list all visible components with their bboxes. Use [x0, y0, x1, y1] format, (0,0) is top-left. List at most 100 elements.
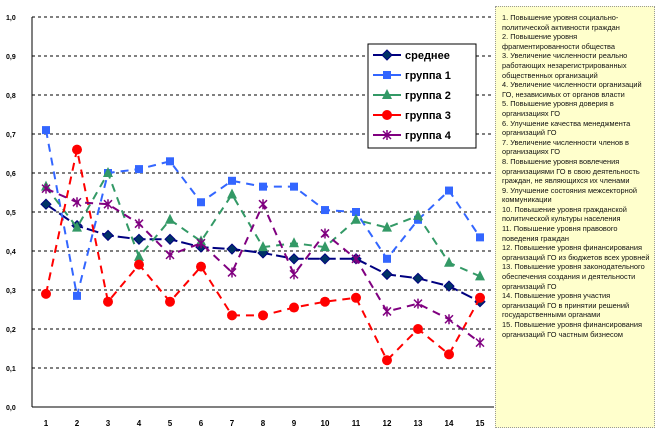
data-point [319, 253, 331, 265]
data-point [227, 267, 237, 278]
x-tick-label: 9 [292, 419, 297, 428]
data-point [352, 208, 360, 216]
legend-marker [383, 71, 391, 79]
y-tick-label: 0,4 [6, 249, 16, 256]
data-point [165, 213, 175, 224]
note-item: 11. Повышение уровня правового поведения… [502, 224, 618, 243]
x-tick-label: 5 [168, 419, 173, 428]
note-item: 12. Повышение уровня финансирования орга… [502, 243, 650, 262]
data-point [476, 233, 484, 242]
data-point [41, 183, 51, 194]
legend-marker [382, 130, 392, 140]
note-item: 2. Повышение уровня фрагментированности … [502, 32, 615, 51]
legend-marker [382, 110, 392, 120]
data-point [289, 237, 299, 248]
legend-label: группа 4 [405, 130, 452, 142]
x-tick-label: 10 [321, 419, 330, 428]
data-point [166, 157, 174, 166]
data-point [228, 176, 236, 185]
note-item: 8. Повышение уровня вовлечения организац… [502, 156, 640, 186]
data-point [289, 269, 299, 280]
data-point [73, 291, 81, 300]
series-5 [41, 183, 485, 348]
legend-label: группа 1 [405, 70, 451, 82]
data-point [475, 292, 485, 303]
x-tick-label: 8 [261, 419, 266, 428]
x-tick-label: 14 [445, 419, 454, 428]
data-point [227, 310, 237, 321]
note-item: 5. Повышение уровня доверия в организаци… [502, 99, 614, 118]
data-point [413, 298, 423, 309]
legend-marker [382, 89, 392, 99]
data-point [258, 241, 268, 252]
data-point [351, 213, 361, 224]
data-point [443, 280, 455, 292]
data-point [165, 249, 175, 260]
data-point [444, 349, 454, 360]
data-point [165, 296, 175, 307]
data-point [72, 197, 82, 208]
data-point [413, 209, 423, 220]
data-point [258, 310, 268, 321]
note-item: 10. Повышение уровня гражданской политич… [502, 204, 627, 224]
data-point [321, 206, 329, 215]
data-point [226, 243, 238, 255]
data-point [196, 261, 206, 272]
line-chart: 0,00,10,20,30,40,50,60,70,80,91,01 2 3 4 5 6 7… [6, 15, 494, 428]
x-tick-label: 11 [352, 419, 361, 428]
y-tick-label: 0,5 [6, 210, 16, 217]
note-item: 14. Повышение уровня участия организаций… [502, 291, 630, 320]
data-point [197, 198, 205, 207]
data-point [413, 324, 423, 334]
y-tick-label: 0,8 [6, 93, 16, 100]
data-point [103, 296, 113, 307]
data-point [351, 292, 361, 303]
y-tick-label: 0,6 [6, 171, 16, 178]
x-tick-label: 2 [75, 419, 80, 428]
data-point [41, 288, 51, 299]
data-point [412, 272, 424, 285]
legend-label: группа 2 [405, 90, 451, 102]
y-tick-label: 0,7 [6, 132, 16, 139]
data-point [383, 254, 391, 263]
y-tick-label: 1,0 [6, 15, 16, 22]
y-tick-label: 0,3 [6, 288, 16, 295]
note-item: 1. Повышение уровня социально-политическ… [502, 13, 620, 32]
data-point [351, 253, 361, 264]
data-point [320, 296, 330, 307]
data-point [475, 337, 485, 348]
x-tick-label: 15 [476, 419, 485, 428]
note-item: 13. Повышение уровня законодательного об… [502, 262, 645, 291]
note-item: 4. Увеличение численности организаций ГО… [502, 80, 642, 99]
data-point [444, 314, 454, 325]
x-tick-label: 3 [106, 419, 111, 428]
note-item: 3. Увеличение численности реально работа… [502, 51, 628, 80]
x-tick-label: 12 [383, 419, 392, 428]
data-point [42, 126, 50, 135]
series-4 [41, 144, 485, 366]
legend-label: группа 3 [405, 110, 451, 122]
data-point [259, 182, 267, 191]
data-point [288, 253, 300, 265]
x-tick-label: 1 [44, 419, 49, 428]
legend-label: среднее [405, 50, 450, 62]
note-item: 9. Улучшение состояния межсекторной комм… [502, 185, 637, 205]
data-point [320, 228, 330, 239]
legend-marker [381, 49, 393, 61]
data-point [445, 186, 453, 195]
data-point [382, 355, 392, 366]
series-3 [41, 167, 485, 281]
data-point [134, 250, 144, 261]
data-point [382, 306, 392, 317]
data-point [381, 268, 393, 281]
note-item: 15. Повышение уровня финансирования орга… [502, 320, 642, 339]
data-point [103, 167, 113, 177]
data-point [289, 302, 299, 313]
data-point [134, 218, 144, 229]
data-point [134, 259, 144, 270]
data-point [40, 198, 52, 210]
x-tick-label: 6 [199, 419, 204, 428]
data-point [382, 221, 392, 232]
data-point [320, 241, 330, 252]
